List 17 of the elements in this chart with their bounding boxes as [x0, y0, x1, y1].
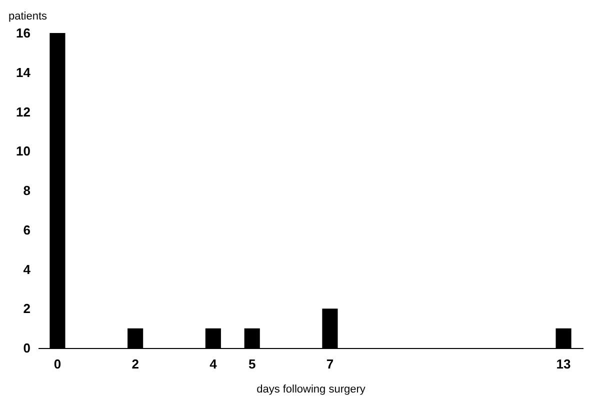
y-tick-label: 10 — [16, 144, 30, 159]
x-tick-label: 2 — [132, 356, 139, 372]
y-axis-title: patients — [8, 10, 48, 22]
x-tick-label: 5 — [248, 356, 256, 372]
x-tick-label: 13 — [556, 356, 571, 372]
y-tick-label: 16 — [16, 26, 30, 40]
y-tick-label: 12 — [16, 104, 30, 120]
y-tick-label: 4 — [23, 262, 32, 277]
y-tick-label: 0 — [23, 340, 30, 356]
x-tick-label: 4 — [210, 356, 218, 372]
y-tick-label: 6 — [23, 222, 30, 238]
x-tick-label: 0 — [54, 356, 62, 372]
y-tick-label: 2 — [23, 301, 30, 316]
y-tick-label: 8 — [23, 183, 30, 198]
y-tick-label: 14 — [16, 64, 32, 80]
x-tick-label: 7 — [326, 356, 334, 372]
x-axis-title: days following surgery — [256, 384, 366, 396]
